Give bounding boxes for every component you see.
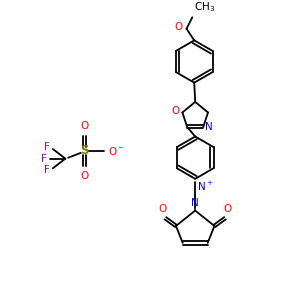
Text: F: F (41, 154, 47, 164)
Text: O$^-$: O$^-$ (108, 145, 125, 157)
Text: O: O (158, 204, 166, 214)
Text: O: O (80, 121, 89, 131)
Text: O: O (171, 106, 179, 116)
Text: O: O (224, 204, 232, 214)
Text: F: F (44, 142, 50, 152)
Text: N: N (205, 122, 213, 132)
Text: O: O (80, 171, 89, 181)
Text: S: S (80, 144, 89, 158)
Text: N$^+$: N$^+$ (197, 180, 214, 193)
Text: F: F (44, 165, 50, 175)
Text: CH$_3$: CH$_3$ (194, 1, 215, 14)
Text: O: O (174, 22, 183, 32)
Text: N: N (191, 198, 199, 208)
